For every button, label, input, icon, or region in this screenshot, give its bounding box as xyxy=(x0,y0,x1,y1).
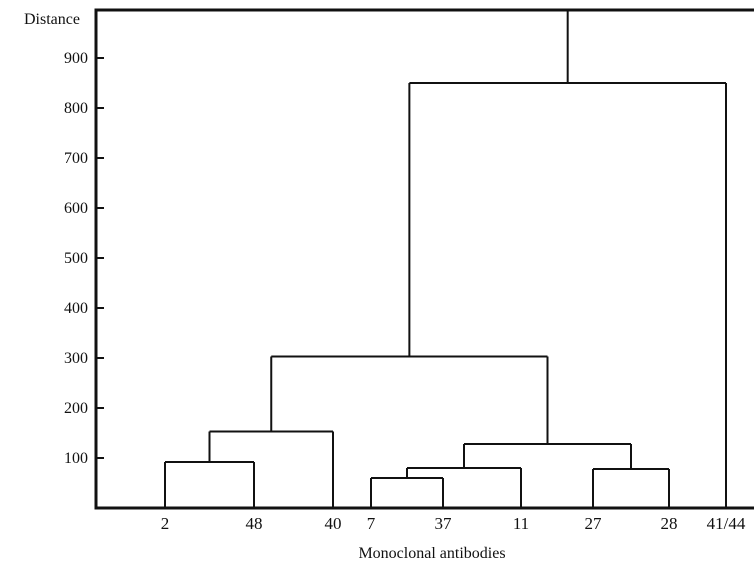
leaf-label: 37 xyxy=(435,514,453,533)
leaf-label: 7 xyxy=(367,514,376,533)
plot-frame xyxy=(94,8,754,510)
y-tick-label: 900 xyxy=(64,50,88,67)
leaf-label: 40 xyxy=(325,514,342,533)
y-tick-label: 100 xyxy=(64,450,88,467)
x-axis-title: Monoclonal antibodies xyxy=(358,545,505,562)
y-tick-label: 400 xyxy=(64,300,88,317)
leaf-label: 41/44 xyxy=(707,514,746,533)
dendrogram-branches xyxy=(164,10,727,508)
leaf-labels: 2 48 40 7 37 11 27 28 41/44 xyxy=(161,514,746,533)
y-axis-ticks: 100 200 300 400 500 600 700 800 900 xyxy=(64,50,104,467)
y-tick-label: 600 xyxy=(64,200,88,217)
y-tick-label: 200 xyxy=(64,400,88,417)
y-tick-label: 800 xyxy=(64,100,88,117)
leaf-label: 2 xyxy=(161,514,170,533)
y-axis-title: Distance xyxy=(24,11,80,28)
leaf-label: 28 xyxy=(661,514,678,533)
y-tick-label: 700 xyxy=(64,150,88,167)
leaf-label: 11 xyxy=(513,514,529,533)
leaf-label: 27 xyxy=(585,514,603,533)
y-tick-label: 300 xyxy=(64,350,88,367)
leaf-label: 48 xyxy=(246,514,263,533)
y-tick-label: 500 xyxy=(64,250,88,267)
